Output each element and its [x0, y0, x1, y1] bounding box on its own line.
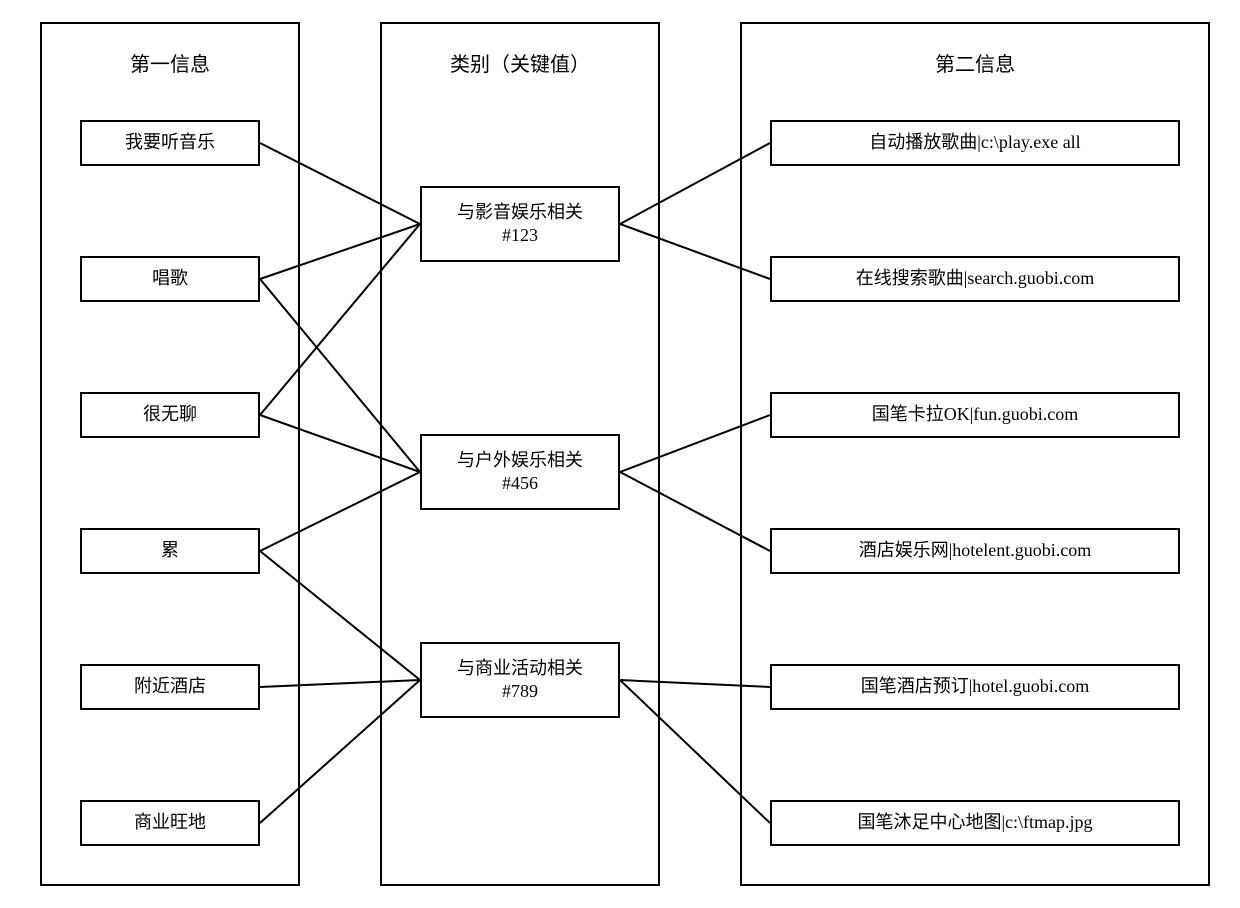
column-left-header: 第一信息 [42, 48, 298, 77]
right-node-3: 国笔卡拉OK|fun.guobi.com [770, 392, 1180, 438]
right-node-1: 自动播放歌曲|c:\play.exe all [770, 120, 1180, 166]
left-node-1: 我要听音乐 [80, 120, 260, 166]
middle-node-1-label: 与影音娱乐相关#123 [457, 201, 583, 248]
right-node-3-label: 国笔卡拉OK|fun.guobi.com [872, 403, 1079, 426]
column-right-header: 第二信息 [742, 48, 1208, 77]
middle-node-1: 与影音娱乐相关#123 [420, 186, 620, 262]
right-node-6: 国笔沐足中心地图|c:\ftmap.jpg [770, 800, 1180, 846]
left-node-4-label: 累 [161, 539, 179, 562]
right-node-5-label: 国笔酒店预订|hotel.guobi.com [861, 675, 1090, 698]
right-node-6-label: 国笔沐足中心地图|c:\ftmap.jpg [857, 811, 1092, 834]
left-node-3: 很无聊 [80, 392, 260, 438]
right-node-4-label: 酒店娱乐网|hotelent.guobi.com [859, 539, 1092, 562]
middle-node-2-label: 与户外娱乐相关#456 [457, 449, 583, 496]
right-node-1-label: 自动播放歌曲|c:\play.exe all [869, 131, 1080, 154]
left-node-2: 唱歌 [80, 256, 260, 302]
left-node-4: 累 [80, 528, 260, 574]
left-node-1-label: 我要听音乐 [125, 131, 215, 154]
right-node-2-label: 在线搜索歌曲|search.guobi.com [856, 267, 1095, 290]
column-middle-header: 类别（关键值） [382, 48, 658, 77]
left-node-5-label: 附近酒店 [134, 675, 206, 698]
middle-node-2: 与户外娱乐相关#456 [420, 434, 620, 510]
left-node-3-label: 很无聊 [143, 403, 197, 426]
right-node-5: 国笔酒店预订|hotel.guobi.com [770, 664, 1180, 710]
middle-node-3: 与商业活动相关#789 [420, 642, 620, 718]
left-node-2-label: 唱歌 [152, 267, 188, 290]
right-node-4: 酒店娱乐网|hotelent.guobi.com [770, 528, 1180, 574]
middle-node-3-label: 与商业活动相关#789 [457, 657, 583, 704]
left-node-6: 商业旺地 [80, 800, 260, 846]
right-node-2: 在线搜索歌曲|search.guobi.com [770, 256, 1180, 302]
left-node-6-label: 商业旺地 [134, 811, 206, 834]
left-node-5: 附近酒店 [80, 664, 260, 710]
